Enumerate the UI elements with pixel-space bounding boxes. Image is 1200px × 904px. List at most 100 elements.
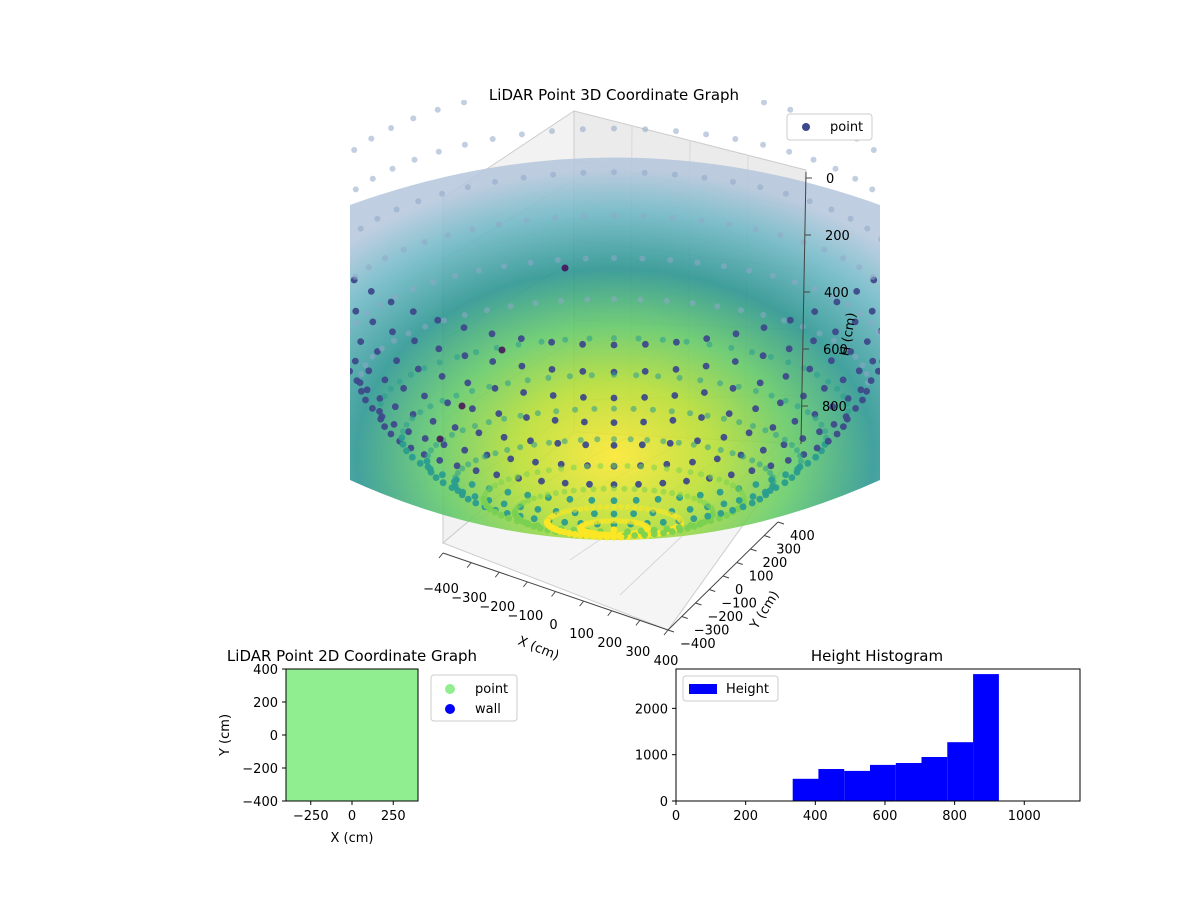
bowl-point (749, 493, 757, 500)
bowl-point (501, 415, 508, 422)
bowl-point (500, 433, 508, 441)
bowl-point (752, 388, 759, 394)
bowl-point (337, 159, 343, 165)
bowl-point (761, 100, 767, 106)
legend-3d-marker (802, 123, 810, 131)
bowl-point (580, 169, 587, 176)
bowl-point (833, 298, 841, 306)
bowl-point (532, 300, 539, 307)
bowl-point (403, 421, 410, 428)
bowl-point (825, 378, 832, 385)
bowl-point (740, 453, 747, 460)
bowl-point (517, 412, 524, 419)
point-marker-3d (458, 402, 466, 410)
bowl-point (439, 479, 447, 487)
bowl-point (374, 348, 381, 355)
bowl-point (342, 339, 348, 345)
bowl-point (538, 477, 545, 485)
bowl-point (709, 506, 716, 513)
bowl-point (888, 337, 895, 344)
bowl-point (696, 497, 703, 504)
bowl-point (683, 338, 690, 345)
bowl-point (717, 447, 724, 453)
bowl-point (579, 368, 587, 375)
y-tick-label-3d: 0 (735, 583, 743, 598)
bowl-point (716, 476, 723, 483)
bowl-point (421, 239, 428, 246)
bowl-point (352, 307, 360, 315)
bowl-point (327, 285, 334, 292)
bowl-point (352, 273, 359, 280)
bowl-point (453, 392, 460, 399)
bowl-point (434, 316, 442, 324)
bowl-point (537, 524, 544, 532)
y-tick-label-3d: 200 (763, 556, 788, 571)
bowl-point (673, 338, 680, 346)
bowl-point (416, 459, 424, 467)
bowl-point (852, 175, 859, 182)
bowl-point (702, 362, 710, 370)
bowl-point (351, 147, 358, 153)
bowl-point (473, 349, 480, 356)
bowl-point (376, 408, 383, 415)
bowl-point (762, 427, 769, 434)
x-tick-label-3d: 200 (597, 636, 622, 651)
bowl-point (627, 436, 634, 443)
bowl-point (663, 465, 670, 472)
bowl-point (362, 362, 369, 369)
bowl-point (524, 491, 532, 499)
bowl-point (439, 397, 446, 404)
bowl-point (667, 257, 674, 263)
bowl-point (749, 457, 756, 464)
bowl-point (769, 474, 776, 481)
bowl-point (387, 430, 395, 438)
histogram-frame (675, 668, 1081, 802)
bowl-point (845, 301, 852, 308)
bowl-point (410, 115, 417, 122)
bowl-point (812, 415, 819, 422)
bowl-point (367, 288, 375, 295)
bowl-point (851, 318, 859, 326)
bowl-point (558, 297, 565, 304)
bowl-point (391, 403, 399, 411)
bowl-point (396, 378, 403, 385)
bowl-point (400, 246, 407, 253)
bowl-point (489, 136, 496, 142)
bowl-point (869, 186, 876, 193)
bowl-point (523, 217, 530, 224)
bowl-point (671, 392, 679, 399)
bowl-point (720, 415, 727, 422)
bowl-point (781, 317, 787, 324)
bowl-point (701, 174, 708, 181)
bowl-point (488, 330, 496, 338)
bowl-point (590, 504, 597, 511)
chart-2d-title: LiDAR Point 2D Coordinate Graph (227, 647, 477, 665)
bowl-point (571, 506, 578, 513)
bowl-point (781, 479, 789, 487)
bowl-point (907, 260, 914, 267)
bowl-point (853, 288, 861, 295)
histogram-bar (921, 757, 948, 801)
bowl-point (405, 428, 412, 436)
bowl-point (644, 524, 651, 531)
bowl-point (697, 519, 705, 527)
bowl-point (832, 165, 839, 172)
bowl-point (407, 371, 414, 378)
bowl-point (768, 392, 775, 399)
bowl-point (507, 455, 515, 463)
bowl-point (489, 358, 497, 365)
bowl-point (672, 366, 680, 373)
bowl-point (378, 345, 385, 352)
bowl-point (904, 239, 911, 246)
bowl-point (684, 493, 691, 500)
bowl-point (650, 506, 657, 513)
bowl-point (611, 212, 617, 219)
bowl-point (767, 462, 775, 470)
bowl-point (660, 488, 667, 495)
bowl-point (423, 457, 431, 465)
bowl-point (640, 418, 647, 426)
histogram-bar (792, 778, 819, 801)
bowl-point (551, 416, 559, 424)
bowl-point (495, 221, 502, 228)
bowl-point (597, 463, 604, 469)
